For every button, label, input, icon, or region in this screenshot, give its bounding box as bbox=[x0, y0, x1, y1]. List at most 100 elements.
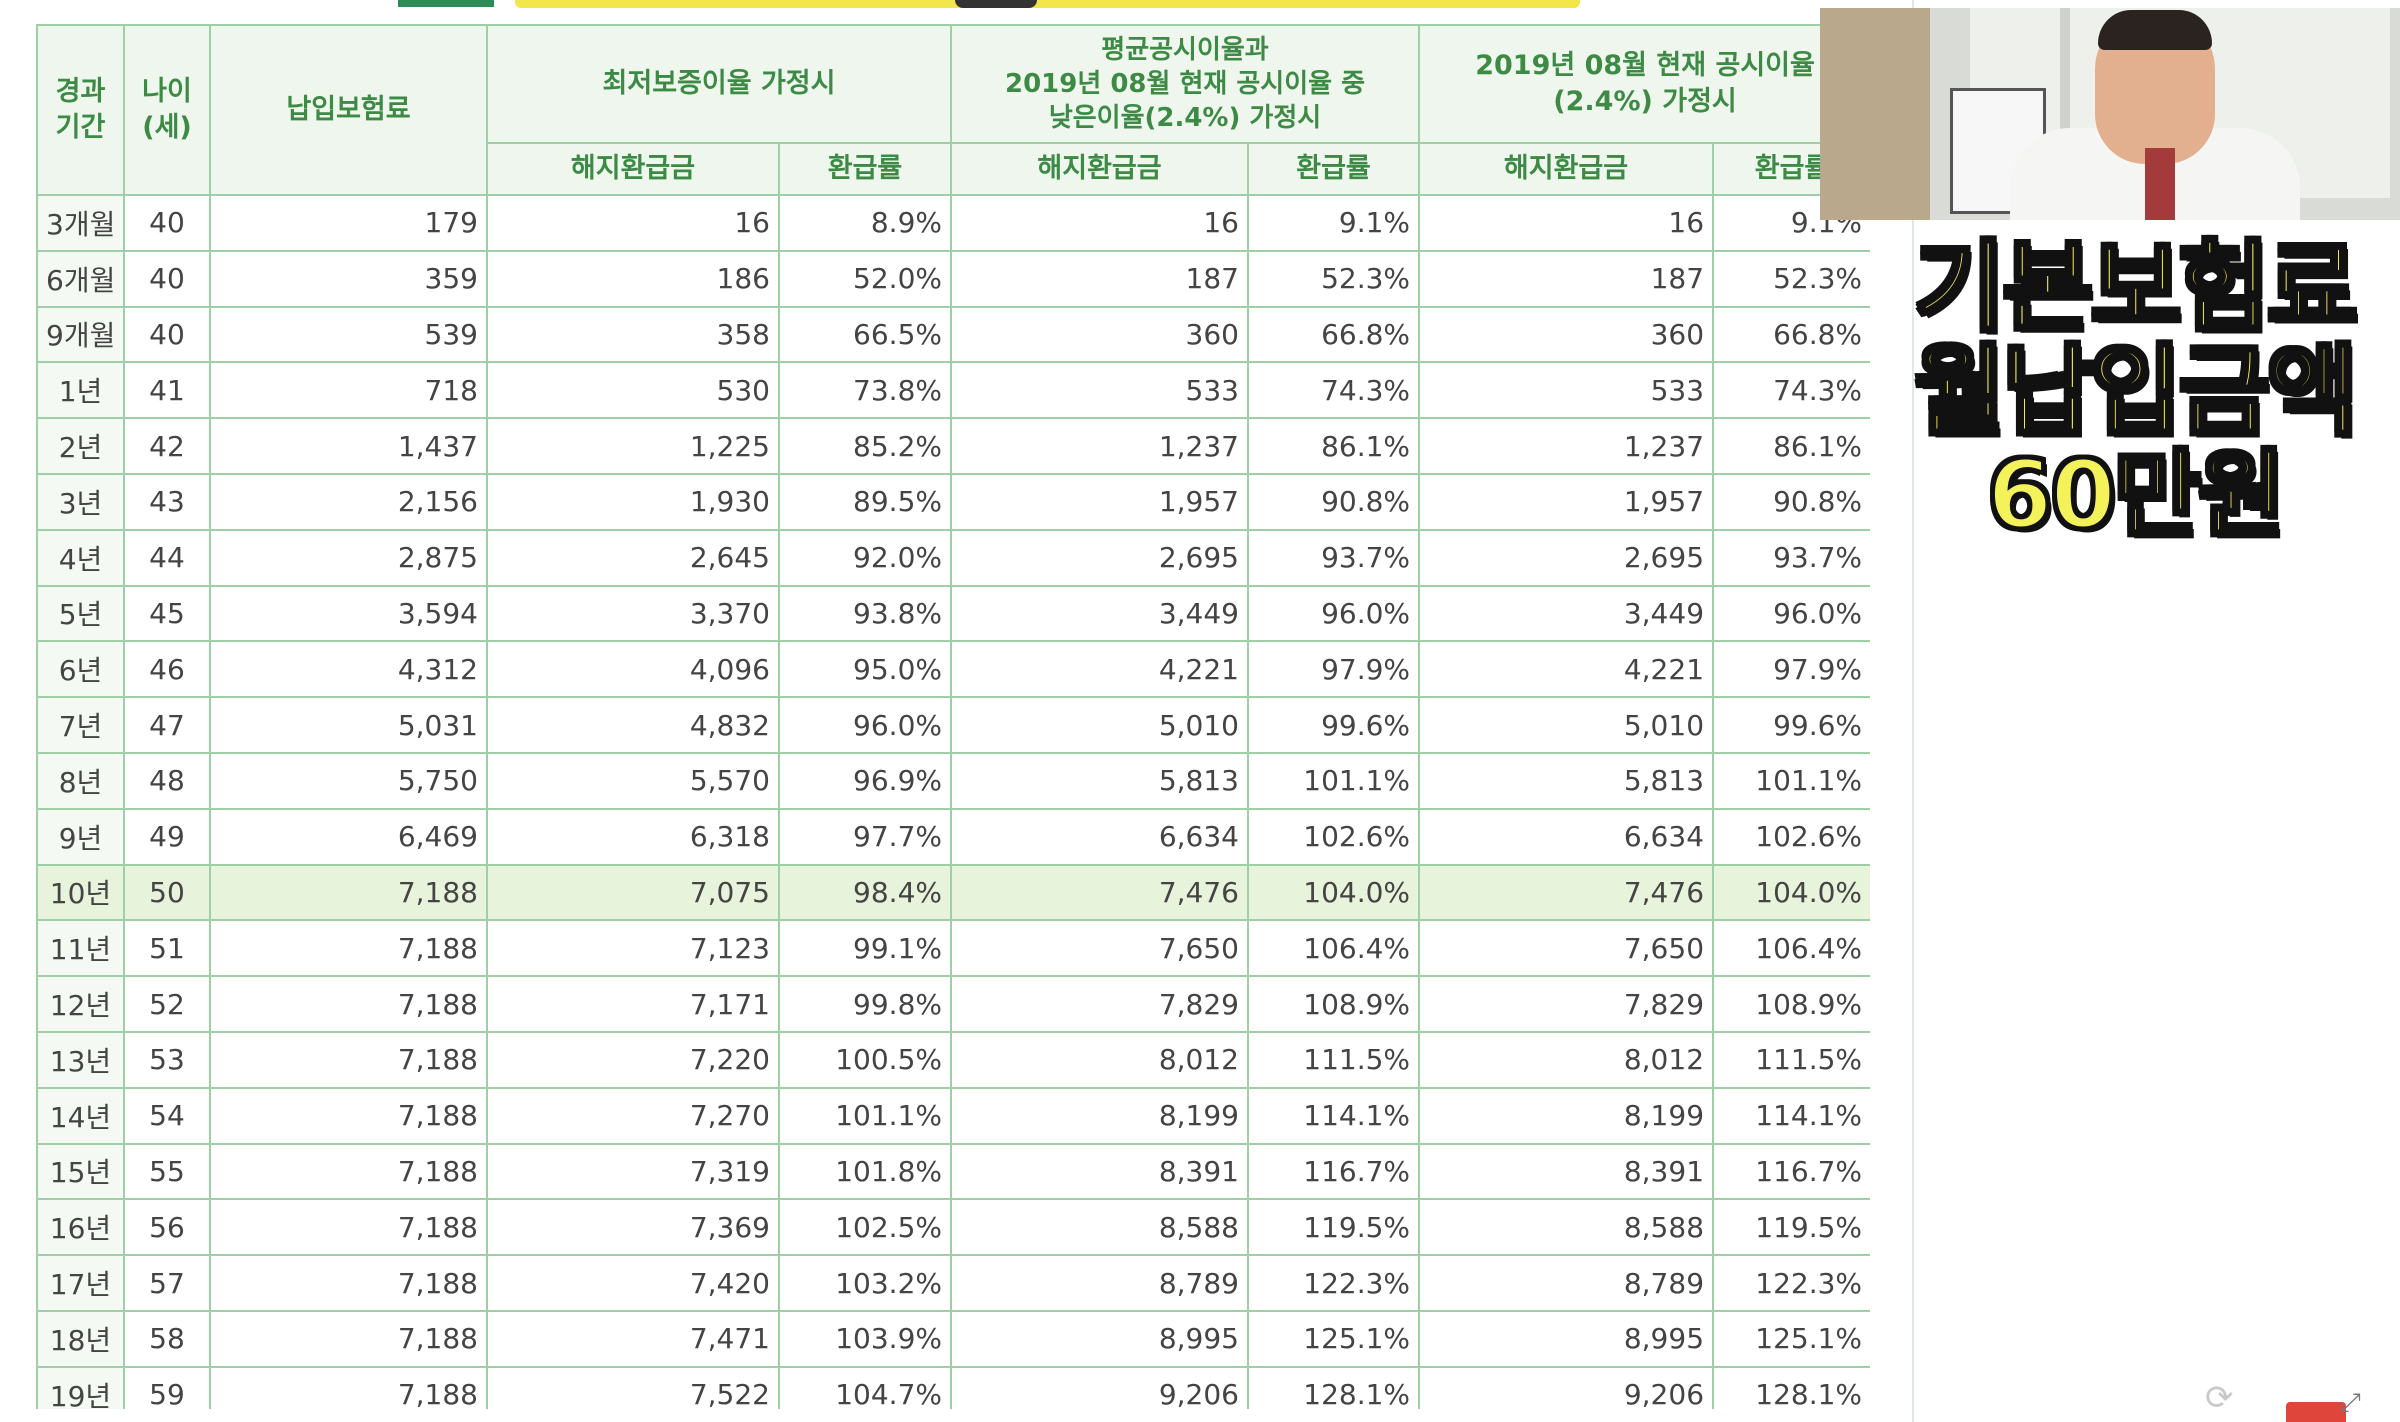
top-banner-yellow bbox=[515, 0, 1580, 8]
expand-icon[interactable]: ⤢ bbox=[2340, 1388, 2361, 1418]
cell-avg-refund: 5,813 bbox=[950, 751, 1249, 810]
cell-min-rate: 103.2% bbox=[778, 1254, 952, 1312]
cell-avg-refund: 3,449 bbox=[950, 584, 1249, 643]
cell-age: 58 bbox=[123, 1309, 211, 1368]
cell-cur-rate: 93.7% bbox=[1712, 528, 1870, 587]
cell-period: 4년 bbox=[36, 528, 125, 587]
cell-age: 52 bbox=[123, 975, 211, 1033]
header-group-current: 2019년 08월 현재 공시이율 (2.4%) 가정시 bbox=[1418, 24, 1870, 144]
cell-period: 6년 bbox=[36, 640, 125, 699]
table-row: 5년 45 3,594 3,370 93.8% 3,449 96.0% 3,449 96.0% bbox=[36, 584, 1870, 643]
cell-avg-refund: 187 bbox=[950, 249, 1249, 308]
cell-avg-rate: 116.7% bbox=[1246, 1142, 1421, 1201]
header-age: 나이 (세) bbox=[123, 24, 211, 196]
cell-premium: 2,156 bbox=[209, 472, 488, 531]
cell-cur-refund: 7,650 bbox=[1418, 919, 1715, 978]
cell-avg-refund: 533 bbox=[950, 361, 1249, 420]
cell-period: 13년 bbox=[36, 1030, 125, 1089]
cell-cur-rate: 122.3% bbox=[1712, 1254, 1870, 1312]
cell-age: 45 bbox=[123, 584, 211, 643]
cell-cur-refund: 533 bbox=[1418, 361, 1715, 420]
cell-cur-refund: 8,199 bbox=[1418, 1086, 1715, 1145]
cell-avg-rate: 9.1% bbox=[1246, 194, 1421, 252]
cell-premium: 7,188 bbox=[209, 975, 488, 1033]
cell-age: 49 bbox=[123, 807, 211, 866]
cell-avg-refund: 8,012 bbox=[950, 1030, 1249, 1089]
cell-age: 50 bbox=[123, 863, 211, 922]
table-row: 17년 57 7,188 7,420 103.2% 8,789 122.3% 8,789 122… bbox=[36, 1254, 1870, 1312]
cell-premium: 3,594 bbox=[209, 584, 488, 643]
cell-cur-rate: 111.5% bbox=[1712, 1030, 1870, 1089]
cell-min-refund: 358 bbox=[486, 305, 780, 364]
cell-period: 18년 bbox=[36, 1309, 125, 1368]
cell-min-refund: 16 bbox=[486, 194, 780, 252]
cell-cur-rate: 74.3% bbox=[1712, 361, 1870, 420]
cell-avg-rate: 90.8% bbox=[1246, 472, 1421, 531]
cell-premium: 5,750 bbox=[209, 751, 488, 810]
cell-premium: 5,031 bbox=[209, 696, 488, 754]
cell-min-rate: 93.8% bbox=[778, 584, 952, 643]
table-row: 1년 41 718 530 73.8% 533 74.3% 533 74.3% bbox=[36, 361, 1870, 420]
cell-cur-refund: 8,012 bbox=[1418, 1030, 1715, 1089]
cell-min-rate: 101.8% bbox=[778, 1142, 952, 1201]
table-row: 14년 54 7,188 7,270 101.1% 8,199 114.1% 8,199 114… bbox=[36, 1086, 1870, 1145]
cell-min-rate: 52.0% bbox=[778, 249, 952, 308]
table-row: 15년 55 7,188 7,319 101.8% 8,391 116.7% 8,391 116… bbox=[36, 1142, 1870, 1201]
caption-line-1: 기본보험료 bbox=[1913, 231, 2360, 345]
cell-cur-refund: 7,829 bbox=[1418, 975, 1715, 1033]
cell-avg-rate: 96.0% bbox=[1246, 584, 1421, 643]
table-row: 13년 53 7,188 7,220 100.5% 8,012 111.5% 8,012 111… bbox=[36, 1030, 1870, 1089]
cell-age: 44 bbox=[123, 528, 211, 587]
cell-age: 47 bbox=[123, 696, 211, 754]
cell-avg-refund: 5,010 bbox=[950, 696, 1249, 754]
cell-cur-refund: 3,449 bbox=[1418, 584, 1715, 643]
cell-min-rate: 73.8% bbox=[778, 361, 952, 420]
cell-premium: 7,188 bbox=[209, 1254, 488, 1312]
cell-period: 17년 bbox=[36, 1254, 125, 1312]
cell-period: 15년 bbox=[36, 1142, 125, 1201]
cell-min-rate: 100.5% bbox=[778, 1030, 952, 1089]
cell-cur-rate: 116.7% bbox=[1712, 1142, 1870, 1201]
cell-avg-refund: 6,634 bbox=[950, 807, 1249, 866]
cell-cur-refund: 6,634 bbox=[1418, 807, 1715, 866]
table-row: 10년 50 7,188 7,075 98.4% 7,476 104.0% 7,476 104.… bbox=[36, 863, 1870, 922]
cell-min-refund: 7,270 bbox=[486, 1086, 780, 1145]
cell-premium: 7,188 bbox=[209, 863, 488, 922]
cell-avg-refund: 7,650 bbox=[950, 919, 1249, 978]
cell-cur-rate: 52.3% bbox=[1712, 249, 1870, 308]
cell-cur-refund: 9,206 bbox=[1418, 1365, 1715, 1409]
top-banner-dark bbox=[955, 0, 1037, 8]
cell-age: 56 bbox=[123, 1198, 211, 1257]
premium-caption: 기본보험료 월납입금액 60만원 bbox=[1885, 231, 2385, 550]
table-row: 9개월 40 539 358 66.5% 360 66.8% 360 66.8% bbox=[36, 305, 1870, 364]
cell-avg-refund: 8,995 bbox=[950, 1309, 1249, 1368]
cell-min-rate: 97.7% bbox=[778, 807, 952, 866]
cell-cur-rate: 119.5% bbox=[1712, 1198, 1870, 1257]
cell-cur-refund: 4,221 bbox=[1418, 640, 1715, 699]
cell-avg-refund: 1,237 bbox=[950, 417, 1249, 475]
table-row: 6년 46 4,312 4,096 95.0% 4,221 97.9% 4,221 97.9% bbox=[36, 640, 1870, 699]
cell-age: 57 bbox=[123, 1254, 211, 1312]
table-row: 19년 59 7,188 7,522 104.7% 9,206 128.1% 9,206 128… bbox=[36, 1365, 1870, 1409]
cell-period: 14년 bbox=[36, 1086, 125, 1145]
table-row: 4년 44 2,875 2,645 92.0% 2,695 93.7% 2,695 93.7% bbox=[36, 528, 1870, 587]
cell-min-refund: 1,225 bbox=[486, 417, 780, 475]
cell-min-rate: 98.4% bbox=[778, 863, 952, 922]
cell-avg-rate: 114.1% bbox=[1246, 1086, 1421, 1145]
cell-period: 5년 bbox=[36, 584, 125, 643]
header-premium: 납입보험료 bbox=[209, 24, 488, 196]
cell-period: 9년 bbox=[36, 807, 125, 866]
cell-period: 9개월 bbox=[36, 305, 125, 364]
cell-avg-rate: 86.1% bbox=[1246, 417, 1421, 475]
cell-age: 46 bbox=[123, 640, 211, 699]
cell-premium: 7,188 bbox=[209, 1309, 488, 1368]
cell-min-rate: 66.5% bbox=[778, 305, 952, 364]
cell-min-refund: 4,832 bbox=[486, 696, 780, 754]
cell-cur-refund: 7,476 bbox=[1418, 863, 1715, 922]
cell-avg-rate: 111.5% bbox=[1246, 1030, 1421, 1089]
cell-min-refund: 4,096 bbox=[486, 640, 780, 699]
cell-min-rate: 102.5% bbox=[778, 1198, 952, 1257]
cell-cur-refund: 360 bbox=[1418, 305, 1715, 364]
cell-min-refund: 7,522 bbox=[486, 1365, 780, 1409]
cell-period: 6개월 bbox=[36, 249, 125, 308]
